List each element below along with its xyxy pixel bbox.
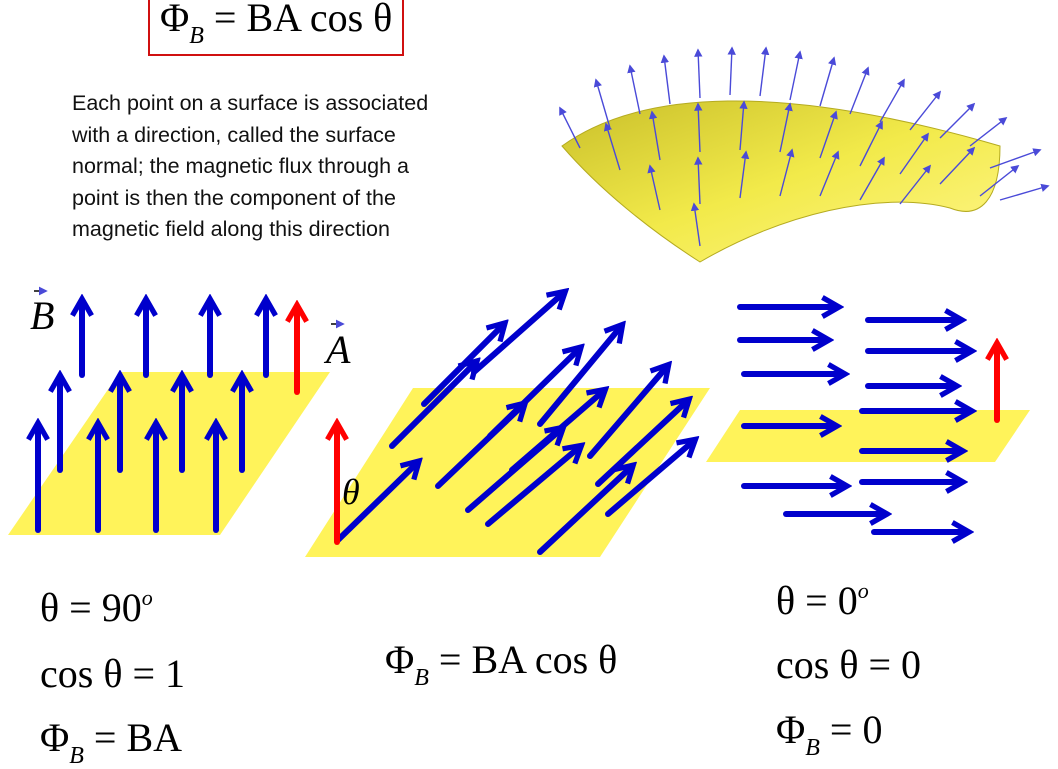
- top-flux-equation: ΦB = BA cos θ: [148, 0, 405, 56]
- right-theta-equation: θ = 0o: [776, 578, 869, 623]
- left-cos-equation: cos θ = 1: [40, 651, 186, 696]
- right-cos-equation: cos θ = 0: [776, 642, 922, 687]
- right-flux-equation: ΦB = 0: [776, 707, 883, 761]
- theta-angle-label: θ: [342, 472, 360, 512]
- flux-perpendicular-diagram: [8, 286, 345, 535]
- caption-line: normal; the magnetic flux through a: [72, 154, 410, 178]
- caption-line: with a direction, called the surface: [72, 122, 396, 147]
- caption-line: point is then the component of the: [72, 185, 396, 210]
- caption-text: Each point on a surface is associated wi…: [72, 88, 532, 246]
- caption-line: Each point on a surface is associated: [72, 91, 429, 115]
- middle-flux-equation: ΦB = BA cos θ: [385, 637, 618, 691]
- a-vector-label: A: [326, 327, 351, 372]
- b-vector-label: B: [30, 293, 55, 338]
- surface-normal-illustration: [559, 46, 1050, 263]
- caption-line: magnetic field along this direction: [72, 217, 390, 241]
- left-theta-equation: θ = 90o: [40, 585, 153, 630]
- flux-angled-diagram: [305, 296, 710, 557]
- flux-parallel-diagram: [706, 307, 1030, 532]
- left-flux-equation: ΦB = BA: [40, 715, 183, 769]
